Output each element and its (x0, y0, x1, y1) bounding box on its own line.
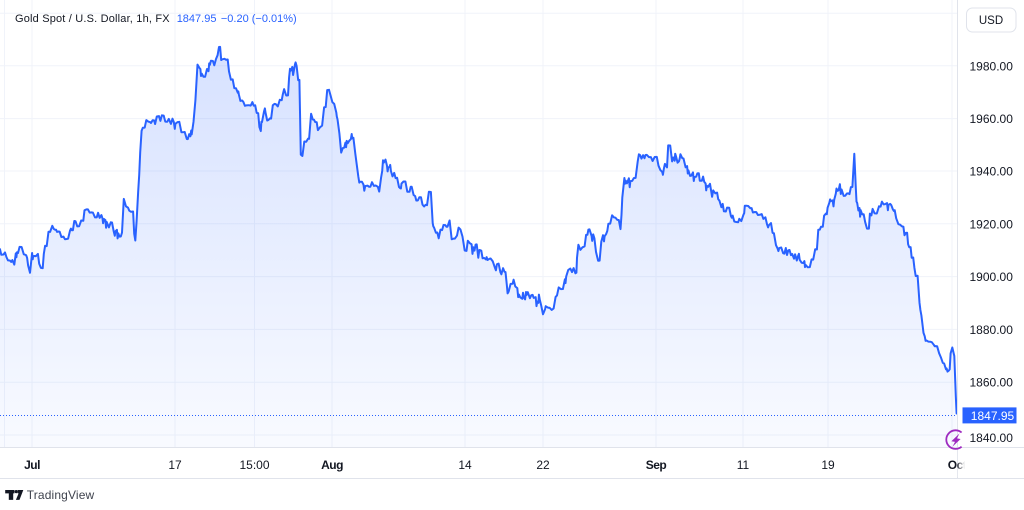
svg-text:19: 19 (821, 458, 835, 472)
svg-text:1960.00: 1960.00 (970, 112, 1014, 126)
svg-text:USD: USD (979, 15, 1003, 27)
svg-text:22: 22 (536, 458, 550, 472)
svg-text:1900.00: 1900.00 (970, 270, 1014, 284)
svg-text:1940.00: 1940.00 (970, 165, 1014, 179)
svg-text:14: 14 (458, 458, 472, 472)
svg-text:Aug: Aug (321, 458, 343, 472)
svg-text:Sep: Sep (646, 458, 667, 472)
svg-text:1880.00: 1880.00 (970, 323, 1014, 337)
svg-text:TradingView: TradingView (27, 488, 95, 502)
svg-text:15:00: 15:00 (239, 458, 269, 472)
svg-text:1980.00: 1980.00 (970, 59, 1014, 73)
svg-text:1847.95 −0.20 (−0.01%): 1847.95 −0.20 (−0.01%) (177, 13, 297, 25)
svg-text:1860.00: 1860.00 (970, 376, 1014, 390)
svg-text:1920.00: 1920.00 (970, 217, 1014, 231)
svg-text:1840.00: 1840.00 (970, 431, 1014, 445)
svg-text:17: 17 (168, 458, 182, 472)
svg-text:1847.95: 1847.95 (971, 409, 1015, 423)
svg-text:Jul: Jul (24, 458, 40, 472)
svg-text:11: 11 (737, 458, 750, 472)
svg-text:Gold Spot / U.S. Dollar, 1h, F: Gold Spot / U.S. Dollar, 1h, FX (15, 13, 170, 25)
